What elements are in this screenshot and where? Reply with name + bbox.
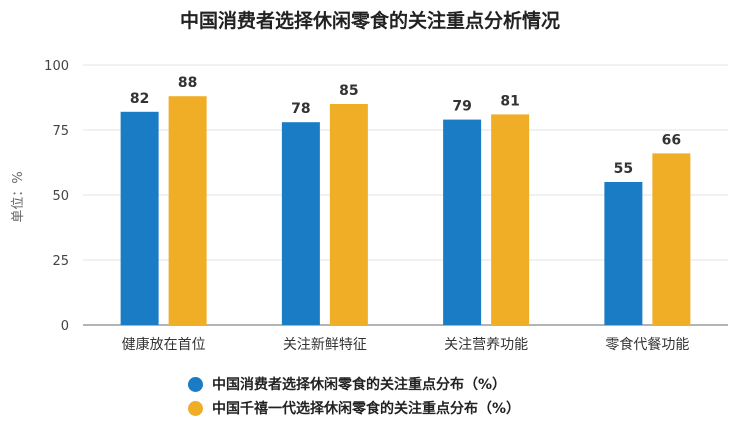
- data-label: 88: [178, 75, 197, 91]
- data-label: 55: [614, 161, 633, 177]
- data-label: 66: [662, 132, 681, 148]
- data-label: 78: [291, 101, 310, 117]
- legend: 中国消费者选择休闲零食的关注重点分布（%） 中国千禧一代选择休闲零食的关注重点分…: [188, 372, 520, 420]
- y-tick-label: 50: [52, 189, 69, 204]
- x-tick-label: 关注新鲜特征: [283, 337, 367, 353]
- legend-swatch-series-2: [188, 400, 203, 416]
- bar-series-2: [652, 153, 691, 325]
- bar-series-2: [329, 104, 368, 325]
- bar-series-2: [168, 96, 207, 325]
- legend-item-series-2: 中国千禧一代选择休闲零食的关注重点分布（%）: [188, 396, 520, 420]
- legend-swatch-series-1: [188, 376, 203, 392]
- data-label: 82: [130, 91, 149, 107]
- bar-series-1: [120, 111, 159, 325]
- x-tick-label: 健康放在首位: [122, 336, 206, 353]
- legend-label-series-1: 中国消费者选择休闲零食的关注重点分布（%）: [212, 377, 507, 393]
- legend-item-series-1: 中国消费者选择休闲零食的关注重点分布（%）: [188, 372, 520, 396]
- bar-series-1: [604, 182, 643, 325]
- y-tick-label: 25: [52, 254, 69, 269]
- bar-series-2: [491, 114, 530, 326]
- bar-series-1: [281, 122, 320, 325]
- y-tick-label: 100: [44, 59, 69, 74]
- x-tick-label: 关注营养功能: [444, 337, 528, 353]
- x-tick-label: 零食代餐功能: [605, 336, 689, 353]
- y-tick-label: 0: [61, 319, 69, 334]
- bar-series-1: [443, 119, 482, 325]
- y-axis-title: 单位：%: [11, 171, 26, 222]
- data-label: 81: [500, 93, 519, 109]
- data-label: 85: [339, 83, 358, 99]
- legend-label-series-2: 中国千禧一代选择休闲零食的关注重点分布（%）: [212, 401, 521, 417]
- chart-title: 中国消费者选择休闲零食的关注重点分析情况: [179, 10, 560, 32]
- data-label: 79: [452, 99, 471, 115]
- bar-chart: 0 25 50 75 100 单位：% 82 88 健康放在首位 78 85 关注新鲜特征 79 81 关注…: [11, 59, 728, 353]
- y-tick-label: 75: [52, 124, 69, 139]
